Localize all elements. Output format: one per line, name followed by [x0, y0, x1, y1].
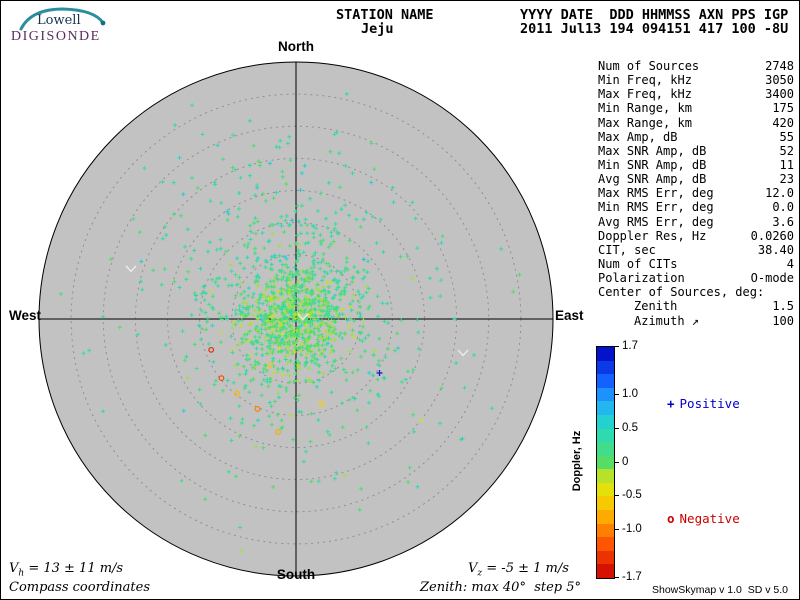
colorbar-tick: 1.0 — [622, 387, 638, 400]
stats-row: Max RMS Err, deg 12.0 — [598, 186, 794, 201]
chevron-mark — [125, 265, 137, 273]
compass-label-east: East — [555, 308, 584, 323]
negative-source-point — [318, 400, 325, 407]
legend-negative-label: Negative — [679, 511, 740, 526]
source-points — [163, 155, 457, 489]
stats-panel: Num of Sources 2748 Min Freq, kHz 3050 Max F… — [598, 59, 794, 328]
stats-row: Min SNR Amp, dB 11 — [598, 157, 794, 172]
colorbar-tick: 1.7 — [622, 340, 638, 352]
stats-row: Center of Sources, deg: — [598, 285, 765, 300]
digisonde-logo: Lowell DIGISONDE — [9, 4, 127, 50]
plus-icon: + — [667, 396, 675, 411]
colorbar-tick: 0.5 — [622, 421, 638, 434]
header-columns-label: YYYY DATE DDD HHMMSS AXN PPS IGP — [520, 7, 789, 23]
stats-row: Min RMS Err, deg 0.0 — [598, 200, 794, 215]
negative-source-point — [218, 375, 225, 382]
stats-row: Min Range, km 175 — [598, 101, 794, 116]
stats-row: Num of CITs 4 — [598, 256, 794, 271]
stats-row: Polarization O-mode — [598, 271, 794, 286]
negative-source-point — [233, 390, 240, 397]
stats-row: Avg SNR Amp, dB 23 — [598, 172, 794, 187]
stats-row: Max Amp, dB 55 — [598, 129, 794, 144]
zenith-step-annotation: Zenith: max 40° step 5° — [420, 580, 582, 595]
stats-row: CIT, sec 38.40 — [598, 242, 794, 257]
stats-row: Max Range, km 420 — [598, 115, 794, 130]
chevron-mark — [297, 313, 309, 321]
legend-positive: + Positive — [667, 396, 740, 411]
negative-source-point — [254, 406, 261, 412]
stats-row: Zenith 1.5 — [634, 299, 794, 314]
stats-row: Num of Sources 2748 — [598, 59, 794, 73]
negative-source-point — [208, 346, 215, 353]
positive-outlier-point — [376, 369, 383, 376]
legend-negative: o Negative — [667, 511, 740, 526]
logo-swoosh-icon — [19, 7, 106, 31]
logo-product-text: DIGISONDE — [11, 29, 101, 44]
header-columns-value: 2011 Jul13 194 094151 417 100 -8U — [520, 21, 789, 37]
doppler-colorbar — [596, 346, 615, 579]
negative-source-point — [275, 429, 281, 435]
colorbar-ticks: 1.7 1.0 0.5 0 -0.5 -1.0 -1.7 — [615, 340, 659, 583]
compass-label-south: South — [276, 567, 316, 582]
compass-label-north: North — [278, 39, 314, 54]
stats-row: Max Freq, kHz 3400 — [598, 87, 794, 102]
stats-row: Avg RMS Err, deg 3.6 — [598, 214, 794, 229]
colorbar-tick: -0.5 — [622, 489, 642, 502]
header-station-value: Jeju — [361, 21, 394, 37]
colorbar-tick: 0 — [622, 455, 629, 468]
stats-row: Min Freq, kHz 3050 — [598, 73, 794, 88]
colorbar-gradient — [597, 347, 614, 578]
header-station-label: STATION NAME — [336, 7, 434, 23]
logo-brand-text: Lowell — [37, 13, 81, 28]
source-points — [290, 218, 366, 262]
colorbar-tick: -1.7 — [622, 571, 642, 583]
version-text: ShowSkymap v 1.0 SD v 5.0 — [652, 584, 788, 596]
negative-source-point — [267, 362, 274, 369]
stats-row: Max SNR Amp, dB 52 — [598, 143, 794, 158]
chevron-mark — [457, 349, 469, 357]
colorbar-axis-label: Doppler, Hz — [571, 430, 583, 492]
source-points — [101, 92, 476, 475]
source-points — [81, 103, 504, 484]
colorbar-tick: -1.0 — [622, 523, 642, 536]
stats-row: Azimuth ↗ 100 — [634, 313, 794, 328]
compass-label-west: West — [9, 308, 42, 323]
source-points — [139, 161, 465, 441]
legend-positive-label: Positive — [679, 396, 740, 411]
vh-annotation: Vh = 13 ± 11 m/s — [9, 561, 124, 579]
coordinates-annotation: Compass coordinates — [9, 580, 150, 595]
circle-icon: o — [667, 511, 675, 526]
stats-row: Doppler Res, Hz 0.0260 — [598, 228, 794, 243]
vz-annotation: Vz = -5 ± 1 m/s — [468, 561, 569, 579]
